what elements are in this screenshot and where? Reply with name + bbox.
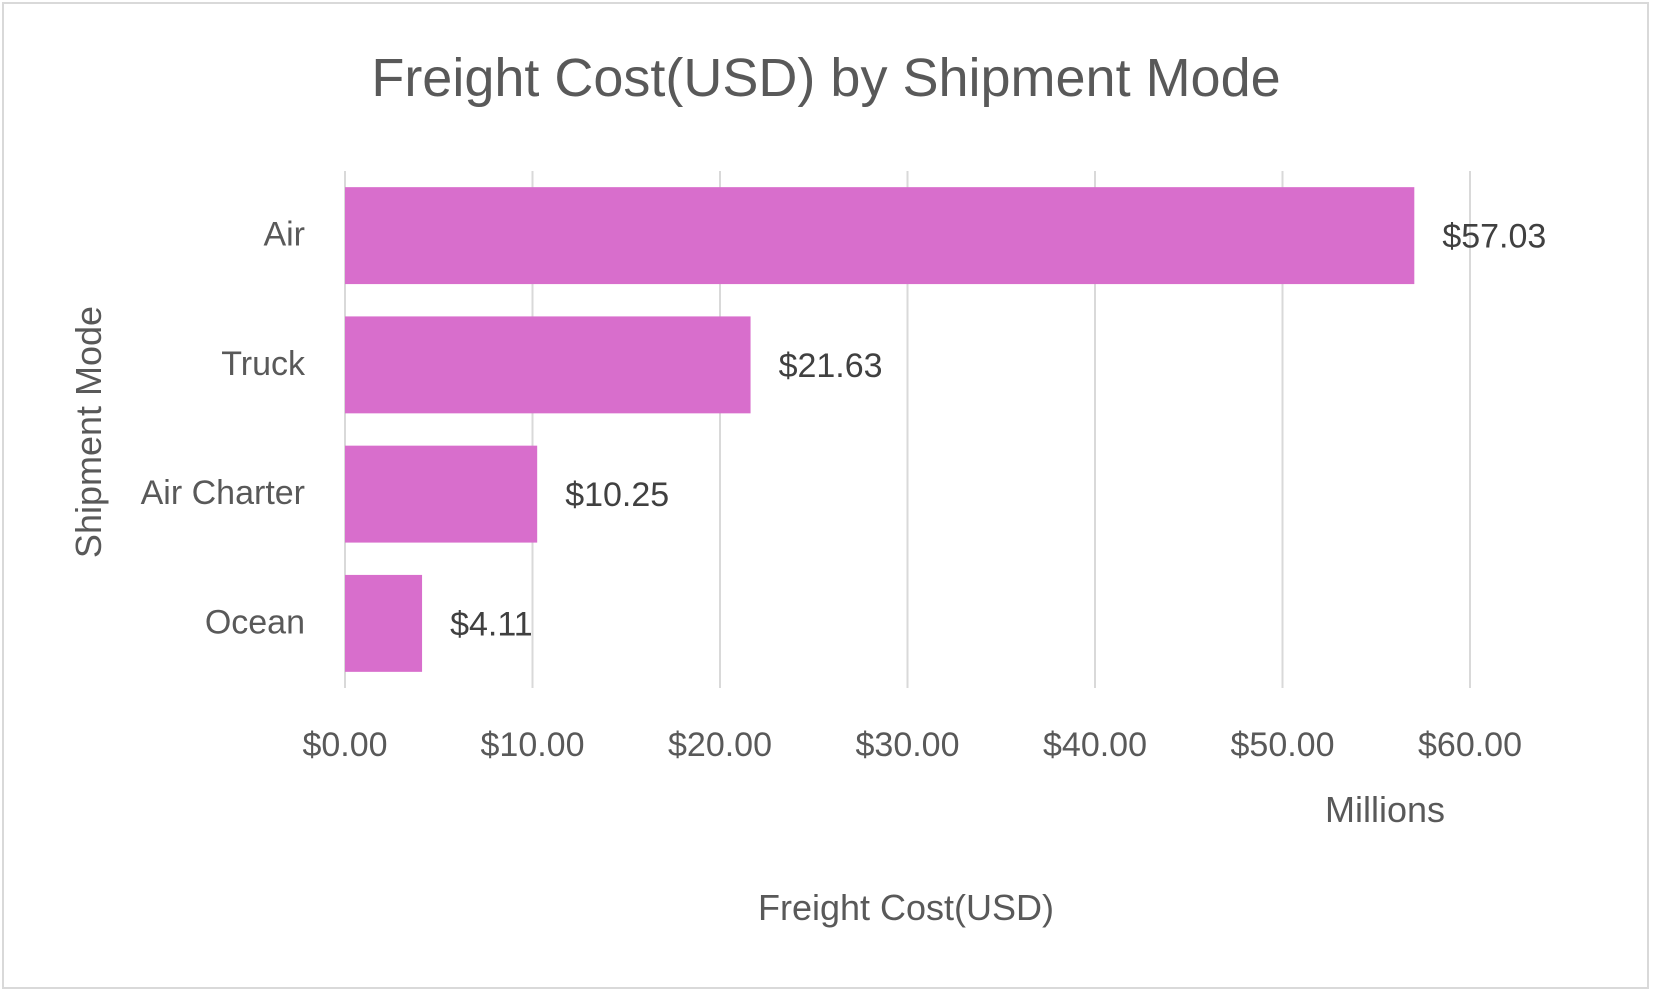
category-label: Air	[263, 216, 305, 254]
category-label: Air Charter	[141, 474, 305, 512]
data-label: $4.11	[450, 605, 533, 643]
data-labels: $57.03 $21.63 $10.25 $4.11	[450, 218, 1546, 644]
category-label: Ocean	[205, 603, 305, 641]
bar	[345, 187, 1415, 285]
x-tick-label: $30.00	[856, 726, 960, 764]
category-labels: Air Truck Air Charter Ocean	[141, 216, 306, 642]
category-label: Truck	[221, 345, 306, 383]
x-tick-labels: $0.00 $10.00 $20.00 $30.00 $40.00 $50.00 $60.0…	[302, 726, 1522, 764]
bar	[345, 316, 751, 414]
y-axis-title: Shipment Mode	[68, 306, 109, 558]
x-tick-label: $60.00	[1418, 726, 1522, 764]
x-axis-unit-label: Millions	[1325, 789, 1445, 830]
bar	[345, 445, 538, 543]
x-tick-label: $40.00	[1043, 726, 1147, 764]
x-tick-label: $20.00	[668, 726, 772, 764]
x-axis-title: Freight Cost(USD)	[758, 887, 1054, 928]
x-tick-label: $0.00	[302, 726, 387, 764]
bar	[345, 574, 423, 672]
data-label: $21.63	[779, 347, 883, 385]
data-label: $57.03	[1442, 218, 1546, 256]
chart-title: Freight Cost(USD) by Shipment Mode	[371, 48, 1280, 108]
bars	[345, 187, 1415, 672]
x-tick-label: $10.00	[481, 726, 585, 764]
data-label: $10.25	[565, 476, 669, 514]
x-tick-label: $50.00	[1231, 726, 1335, 764]
